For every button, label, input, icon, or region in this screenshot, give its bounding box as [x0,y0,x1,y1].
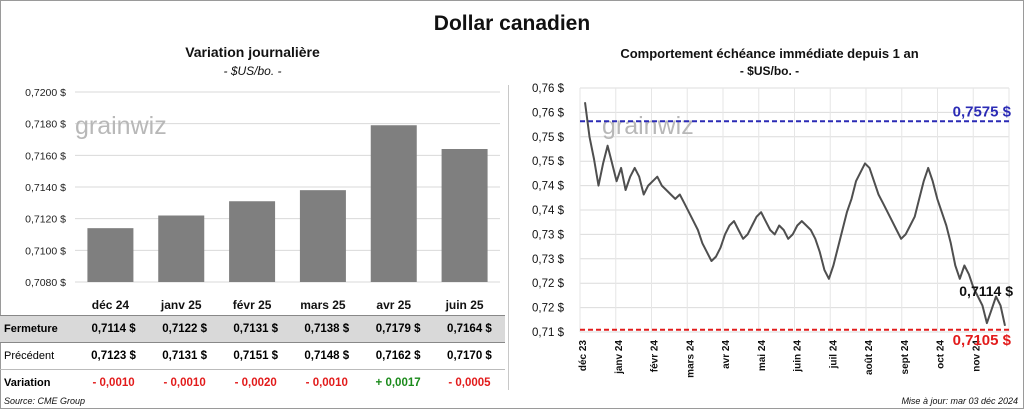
line-x-tick-label: avr 24 [721,340,732,369]
line-y-tick-label: 0,72 $ [532,278,565,290]
update-note: Mise à jour: mar 03 déc 2024 [901,396,1018,406]
table-cell: 0,7138 $ [291,315,363,343]
row-label: Variation [4,377,51,389]
bar [299,190,346,282]
line-x-tick-label: juin 24 [793,340,804,373]
line-y-tick-label: 0,75 $ [532,156,565,168]
line-x-tick-label: janv 24 [614,340,625,375]
bar-x-tick-label: janv 25 [160,298,202,312]
line-x-tick-label: oct 24 [936,340,947,369]
line-y-tick-label: 0,73 $ [532,229,565,241]
table-cell: 0,7164 $ [433,315,505,343]
table-cell: - 0,0010 [163,377,206,389]
line-y-tick-label: 0,76 $ [532,107,565,119]
table-cell: - 0,0010 [92,377,135,389]
line-x-tick-label: nov 24 [971,340,982,372]
bar-y-tick-label: 0,7200 $ [25,87,66,99]
table-cell: + 0,0017 [375,377,421,389]
bar-y-tick-label: 0,7160 $ [25,150,66,162]
line-x-tick-label: déc 23 [578,340,589,372]
bar [441,149,488,282]
line-y-tick-label: 0,71 $ [532,327,565,339]
table-row: Variation - 0,0010 - 0,0010 - 0,0020 - 0,001… [0,370,505,397]
bar-x-tick-label: mars 25 [300,298,346,312]
table-cell: - 0,0020 [234,377,277,389]
source-note: Source: CME Group [4,396,86,406]
bar [87,228,134,282]
table-cell: - 0,0005 [448,377,491,389]
bar [370,125,417,282]
price-line [584,102,1006,327]
table-cell: 0,7123 $ [78,342,150,370]
table-cell: 0,7148 $ [291,342,363,370]
right-chart-title: Comportement échéance immédiate depuis 1… [620,46,919,61]
bar-y-tick-label: 0,7180 $ [25,119,66,131]
line-y-tick-label: 0,74 $ [532,205,565,217]
right-chart-units: - $US/bo. - [739,64,800,78]
bar-x-tick-label: déc 24 [92,298,130,312]
reference-line-label: 0,7575 $ [953,103,1012,120]
line-x-tick-label: juil 24 [828,340,839,370]
row-label: Précédent [0,342,78,370]
reference-line-label: 0,7105 $ [953,332,1012,349]
bar-y-tick-label: 0,7100 $ [25,245,66,257]
table-cell: 0,7170 $ [433,342,505,370]
price-table: Fermeture 0,7114 $0,7122 $0,7131 $0,7138 … [0,315,505,396]
grainwiz-watermark: grainwiz [602,112,694,140]
bar-x-tick-label: avr 25 [376,298,411,312]
line-y-tick-label: 0,76 $ [532,83,565,95]
table-cell: 0,7179 $ [362,315,434,343]
bar-y-tick-label: 0,7080 $ [25,277,66,289]
panel-divider [508,85,509,390]
bar [229,201,276,282]
bar-y-tick-label: 0,7140 $ [25,182,66,194]
line-x-tick-label: août 24 [864,340,875,375]
grainwiz-watermark: grainwiz [75,112,167,140]
line-x-tick-label: mars 24 [685,340,696,378]
line-y-tick-label: 0,75 $ [532,132,565,144]
left-chart-title: Variation journalière [185,44,320,60]
page-title: Dollar canadien [433,12,591,35]
table-row: Fermeture 0,7114 $0,7122 $0,7131 $0,7138 … [0,315,505,343]
one-year-line-chart: 0,71 $ 0,72 $ 0,72 $ 0,73 $ 0,73 $ 0,74 $ 0,74… [532,83,1013,378]
table-cell: 0,7131 $ [220,315,292,343]
table-cell: 0,7162 $ [362,342,434,370]
table-cell: 0,7151 $ [220,342,292,370]
bar-x-tick-label: juin 25 [445,298,484,312]
line-x-tick-label: févr 24 [650,340,661,373]
line-y-tick-label: 0,74 $ [532,181,565,193]
bar-x-tick-label: févr 25 [233,298,272,312]
row-label: Fermeture [0,315,78,343]
daily-variation-bar-chart: 0,7080 $ 0,7100 $ 0,7120 $ 0,7140 $ 0,7160 $… [25,87,500,312]
line-x-tick-label: sept 24 [900,340,911,375]
left-chart-units: - $US/bo. - [223,64,282,78]
line-y-tick-label: 0,72 $ [532,303,565,315]
line-x-tick-label: mai 24 [757,340,768,372]
table-cell: 0,7114 $ [78,315,150,343]
table-cell: - 0,0010 [305,377,348,389]
bar-y-tick-label: 0,7120 $ [25,214,66,226]
table-row: Précédent 0,7123 $0,7131 $0,7151 $0,7148 … [0,342,505,370]
table-cell: 0,7131 $ [149,342,221,370]
line-y-tick-label: 0,73 $ [532,254,565,266]
bar [158,215,205,282]
last-value-label: 0,7114 $ [959,283,1013,299]
table-cell: 0,7122 $ [149,315,221,343]
